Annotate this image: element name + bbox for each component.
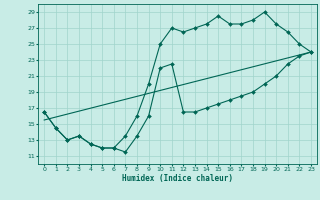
X-axis label: Humidex (Indice chaleur): Humidex (Indice chaleur) xyxy=(122,174,233,183)
